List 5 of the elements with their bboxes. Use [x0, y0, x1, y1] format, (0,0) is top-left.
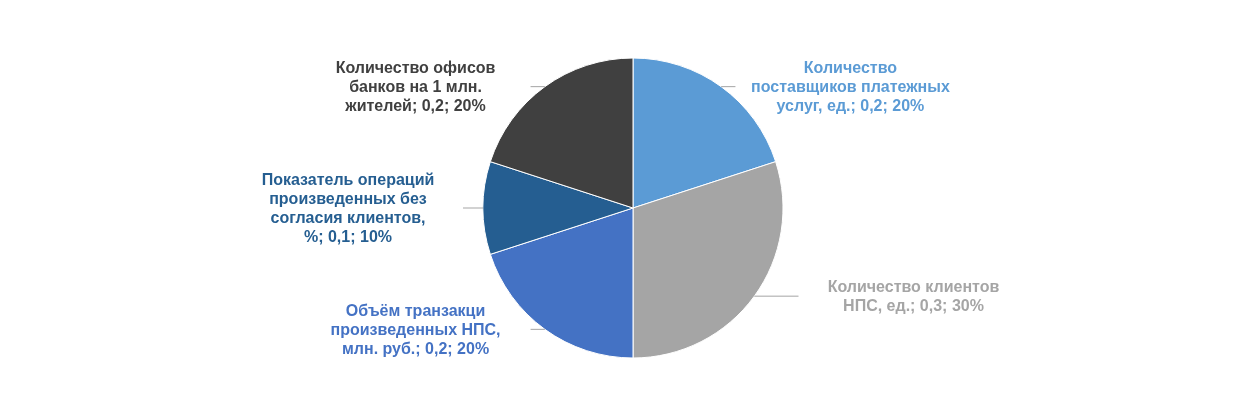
slice-label: Количество офисов банков на 1 млн. жителей; 0,2; 20% — [335, 59, 496, 115]
slice-label: Показатель операций произведенных без согласия клиентов, %; 0,1; 10% — [261, 171, 435, 246]
slice-label: Объём транзакци произведенных НПС, млн. руб.; 0,2; 20% — [330, 301, 501, 357]
slice-label: Количество клиентов НПС, ед.; 0,3; 30% — [827, 278, 1000, 315]
slice-label: Количество поставщиков платежных услуг, ед.; 0,2; 20% — [751, 59, 950, 115]
